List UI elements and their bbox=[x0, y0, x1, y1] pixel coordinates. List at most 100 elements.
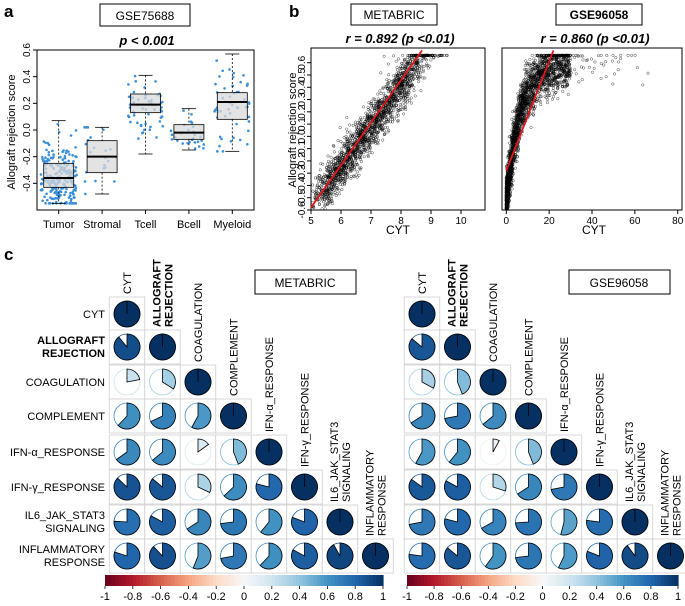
panel-a-point bbox=[74, 166, 78, 169]
scatter-point bbox=[345, 176, 349, 180]
scatter-point bbox=[409, 101, 413, 105]
panel-a-point bbox=[141, 131, 144, 135]
scatter-point bbox=[318, 168, 322, 172]
scatter-point bbox=[546, 79, 550, 83]
scatter-point bbox=[525, 86, 528, 90]
scatter-point bbox=[556, 65, 560, 69]
panel-a-ylabel: Allograft rejection score bbox=[6, 75, 18, 190]
scatter-point bbox=[576, 54, 580, 58]
scatter-point bbox=[358, 147, 362, 151]
scatter-point bbox=[415, 65, 419, 69]
scatter-point bbox=[405, 91, 408, 95]
scatter-point bbox=[326, 189, 330, 193]
panel-c-right-matrix: CYT ALLOGRAFTREJECTION COAGULATION COMPLEME… bbox=[403, 259, 685, 574]
scatter-point bbox=[523, 63, 527, 67]
scatter-point bbox=[381, 127, 385, 131]
panel-a-point bbox=[161, 124, 165, 128]
panel-a-point bbox=[149, 125, 152, 129]
scatter-point bbox=[380, 123, 384, 127]
scatter-point bbox=[373, 120, 377, 124]
panel-a-point bbox=[73, 169, 77, 173]
scatter-point bbox=[635, 66, 639, 70]
scatter-point bbox=[358, 157, 362, 161]
panel-a-point bbox=[113, 180, 116, 183]
scatter-point bbox=[409, 96, 413, 100]
panel-a-point bbox=[246, 142, 249, 146]
scatter-point bbox=[346, 162, 350, 166]
scatter-point bbox=[604, 75, 608, 79]
scatter-point bbox=[552, 81, 556, 85]
scatter-point bbox=[536, 54, 540, 58]
scatter-point bbox=[393, 84, 396, 88]
scatter-point bbox=[345, 137, 349, 141]
scatter-point bbox=[517, 95, 521, 99]
scatter-point bbox=[366, 106, 370, 109]
panel-a-point bbox=[63, 193, 66, 197]
scatter-point bbox=[524, 86, 528, 90]
scatter-point bbox=[361, 142, 365, 146]
scatter-point bbox=[417, 68, 421, 72]
panel-a-point bbox=[44, 202, 47, 205]
scatter-point bbox=[366, 135, 369, 139]
scatter-point bbox=[364, 148, 368, 152]
scatter-point bbox=[396, 88, 400, 92]
scatter-point bbox=[547, 94, 551, 98]
scatter-point bbox=[555, 58, 558, 62]
panel-a-category-label: Tcell bbox=[134, 219, 156, 231]
scatter-point bbox=[343, 143, 347, 147]
scatter-point bbox=[365, 143, 369, 147]
panel-c-row-label: INFLAMMATORY RESPONSE bbox=[19, 544, 106, 569]
scatter-point bbox=[511, 170, 515, 174]
scatter-point bbox=[517, 98, 521, 102]
scatter-point bbox=[599, 53, 603, 57]
panel-a-point bbox=[228, 68, 231, 71]
panel-c-left-title: METABRIC bbox=[274, 276, 335, 290]
scatter-point bbox=[580, 78, 584, 82]
scatter-point bbox=[389, 85, 393, 89]
scatter-point bbox=[313, 176, 317, 180]
scatter-point bbox=[352, 166, 356, 170]
scatter-point bbox=[388, 98, 391, 102]
scatter-point bbox=[390, 115, 393, 119]
panel-a-point bbox=[84, 192, 87, 196]
panel-a-point bbox=[39, 188, 43, 192]
scatter-point bbox=[418, 71, 422, 75]
scatter-point bbox=[397, 57, 400, 61]
scatter-point bbox=[597, 54, 600, 58]
panel-a-point bbox=[155, 136, 158, 139]
panel-a-point bbox=[242, 74, 245, 77]
scatter-point bbox=[542, 89, 546, 93]
panel-b-label: b bbox=[289, 2, 299, 21]
scatter-point bbox=[391, 120, 394, 124]
scatter-point bbox=[338, 150, 342, 154]
scatter-point bbox=[366, 146, 370, 150]
scatter-point bbox=[328, 200, 332, 204]
scatter-point bbox=[554, 73, 558, 77]
scatter-point bbox=[325, 174, 329, 177]
scatter-point bbox=[349, 167, 353, 171]
scatter-point bbox=[421, 76, 425, 80]
scatter-point bbox=[364, 139, 368, 143]
panel-a-point bbox=[49, 190, 52, 193]
panel-b-left-points bbox=[310, 53, 449, 211]
panel-a-point bbox=[134, 80, 138, 83]
scatter-point bbox=[392, 95, 396, 99]
scatter-point bbox=[371, 104, 375, 108]
scatter-point bbox=[548, 66, 551, 70]
scatter-point bbox=[406, 73, 410, 77]
scatter-point bbox=[517, 147, 520, 151]
panel-a-point bbox=[71, 202, 74, 205]
scatter-point bbox=[386, 90, 390, 94]
scatter-point bbox=[403, 58, 407, 62]
panel-b-left-title-box bbox=[350, 3, 438, 26]
scatter-point bbox=[509, 146, 513, 150]
scatter-point bbox=[331, 165, 335, 169]
panel-b-right-points bbox=[504, 53, 650, 211]
scatter-xtick-label: 20 bbox=[544, 216, 556, 227]
scatter-point bbox=[417, 75, 421, 79]
panel-c-row-label: COAGULATION bbox=[26, 377, 105, 389]
panel-a-point bbox=[47, 143, 51, 147]
panel-a-point bbox=[188, 141, 191, 144]
panel-a-point bbox=[136, 121, 139, 125]
